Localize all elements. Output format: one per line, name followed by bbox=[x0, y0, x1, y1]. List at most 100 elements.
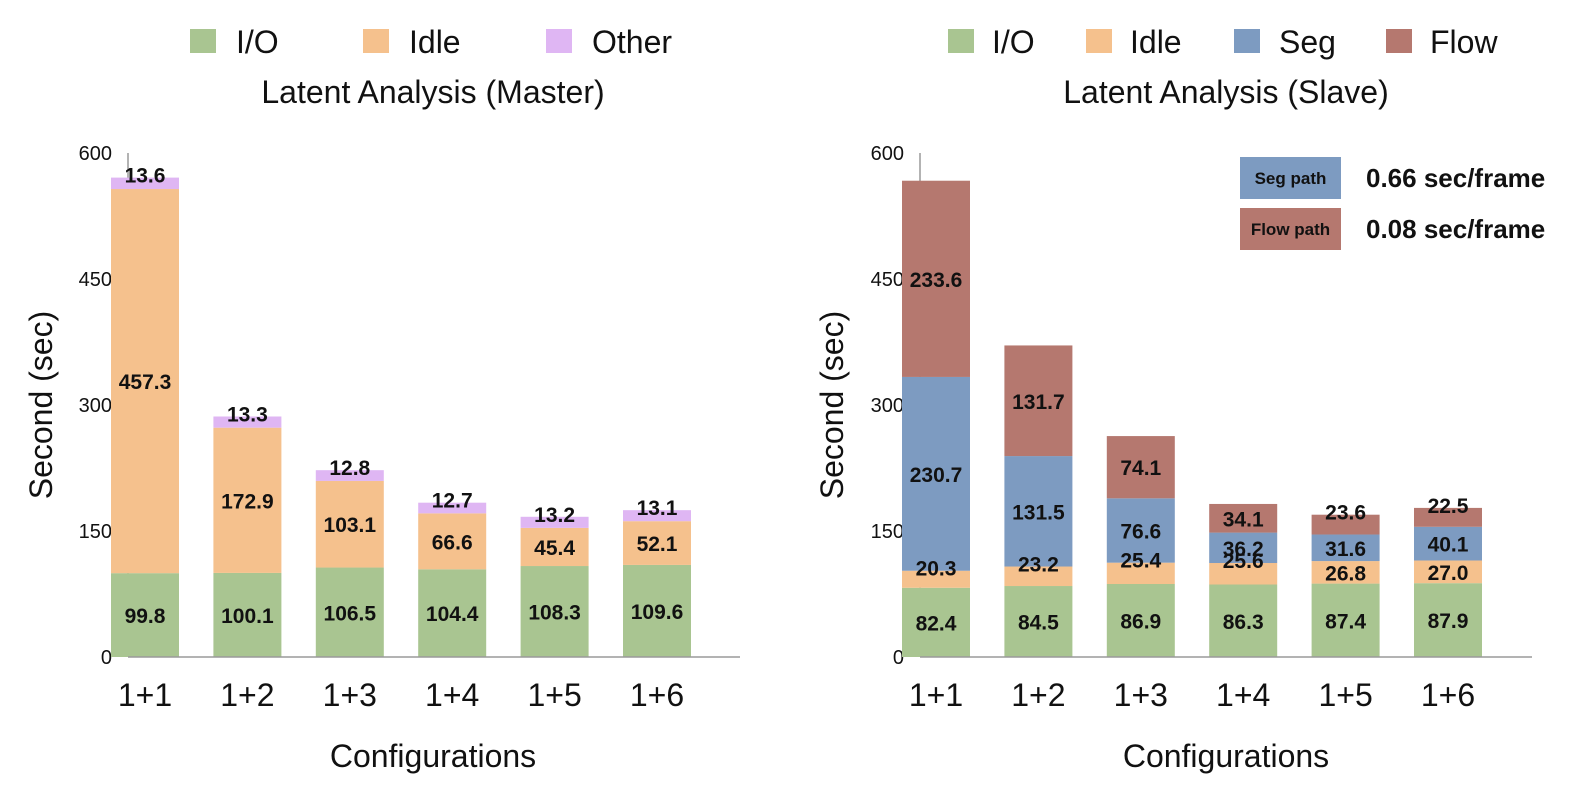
data-label: 131.5 bbox=[1012, 501, 1065, 524]
legend-swatch-idle bbox=[363, 29, 389, 53]
legend: I/O Idle Other bbox=[190, 24, 672, 60]
bar-segment-io bbox=[418, 569, 487, 657]
x-tick-label: 1+5 bbox=[527, 677, 581, 713]
bar-segment-idle bbox=[213, 427, 282, 573]
bar-segment-idle bbox=[1106, 562, 1175, 585]
data-label: 27.0 bbox=[1428, 562, 1469, 585]
data-label: 13.2 bbox=[534, 504, 575, 527]
bar-segment-seg bbox=[1106, 498, 1175, 563]
data-label: 23.6 bbox=[1325, 502, 1366, 525]
x-tick-label: 1+2 bbox=[220, 677, 274, 713]
legend: I/O Idle Seg Flow bbox=[948, 24, 1498, 60]
y-tick-label: 450 bbox=[79, 269, 112, 291]
data-label: 13.6 bbox=[125, 165, 166, 188]
bar-segment-io bbox=[520, 566, 589, 657]
data-label: 131.7 bbox=[1012, 391, 1065, 414]
y-tick-label: 300 bbox=[79, 395, 112, 417]
y-tick-label: 600 bbox=[79, 143, 112, 165]
legend-label: Seg bbox=[1279, 24, 1336, 60]
annotation-value: 0.08 sec/frame bbox=[1366, 214, 1545, 244]
annotation-label: Seg path bbox=[1255, 169, 1327, 188]
data-label: 457.3 bbox=[119, 371, 172, 394]
bar-segment-idle bbox=[902, 570, 970, 588]
bar-segment-idle bbox=[418, 513, 487, 570]
legend-label: Idle bbox=[409, 24, 461, 60]
y-tick-label: 600 bbox=[871, 143, 904, 165]
legend-label: Flow bbox=[1430, 24, 1498, 60]
data-label: 109.6 bbox=[631, 601, 684, 624]
bar-segment-io bbox=[1106, 584, 1175, 657]
data-label: 34.1 bbox=[1223, 508, 1264, 531]
path-annotations: Seg path 0.66 sec/frame Flow path 0.08 sec/… bbox=[1240, 157, 1545, 250]
data-label: 84.5 bbox=[1018, 612, 1059, 635]
data-label: 12.8 bbox=[329, 457, 370, 480]
legend-swatch-idle bbox=[1086, 29, 1112, 53]
bar-segment-io bbox=[213, 572, 282, 657]
bar-segment-idle bbox=[1004, 566, 1073, 587]
data-label: 76.6 bbox=[1120, 520, 1161, 543]
data-label: 13.3 bbox=[227, 404, 268, 427]
y-axis-label: Second (sec) bbox=[814, 311, 850, 500]
bar-segment-idle bbox=[111, 189, 179, 574]
x-tick-label: 1+4 bbox=[425, 677, 479, 713]
chart-title: Latent Analysis (Master) bbox=[261, 74, 604, 110]
bar-segment-idle bbox=[315, 480, 384, 568]
legend-swatch-other bbox=[546, 29, 572, 53]
bar-segment-idle bbox=[1209, 563, 1278, 585]
x-tick-label: 1+6 bbox=[630, 677, 684, 713]
legend-label: I/O bbox=[236, 24, 279, 60]
bar-segment-seg bbox=[1311, 534, 1380, 562]
bar-segment-flow bbox=[1209, 503, 1278, 533]
bar-segment-seg bbox=[1004, 456, 1073, 567]
legend-swatch-seg bbox=[1234, 29, 1260, 53]
bar-segment-seg bbox=[1209, 532, 1278, 564]
bar-segment-idle bbox=[623, 521, 691, 565]
bar-segment-io bbox=[315, 567, 384, 657]
y-tick-label: 0 bbox=[101, 647, 112, 669]
data-label: 99.8 bbox=[125, 605, 166, 628]
data-label: 26.8 bbox=[1325, 562, 1366, 585]
bar-segment-io bbox=[111, 573, 179, 657]
data-label: 104.4 bbox=[426, 603, 479, 626]
y-tick-label: 450 bbox=[871, 269, 904, 291]
bar-segment-io bbox=[1311, 583, 1380, 657]
data-label: 172.9 bbox=[221, 490, 274, 513]
bar-segment-io bbox=[1209, 584, 1278, 657]
data-label: 13.1 bbox=[637, 497, 678, 520]
x-tick-label: 1+3 bbox=[1114, 677, 1168, 713]
bar-segment-other bbox=[623, 510, 691, 522]
data-label: 230.7 bbox=[910, 464, 963, 487]
legend-label: I/O bbox=[992, 24, 1035, 60]
bar-segment-other bbox=[111, 177, 179, 190]
data-label: 20.3 bbox=[916, 558, 957, 581]
data-label: 22.5 bbox=[1428, 495, 1469, 518]
legend-label: Idle bbox=[1130, 24, 1182, 60]
data-label: 106.5 bbox=[324, 602, 377, 625]
bar-segment-io bbox=[1004, 586, 1073, 657]
x-axis-label: Configurations bbox=[1123, 738, 1329, 774]
data-label: 86.3 bbox=[1223, 611, 1264, 634]
chart-title: Latent Analysis (Slave) bbox=[1063, 74, 1389, 110]
data-label: 86.9 bbox=[1120, 611, 1161, 634]
legend-swatch-io bbox=[190, 29, 216, 53]
bar-segment-other bbox=[213, 416, 282, 428]
data-label: 36.2 bbox=[1223, 538, 1264, 561]
bar-segment-io bbox=[623, 564, 691, 657]
y-tick-label: 300 bbox=[871, 395, 904, 417]
annotation-value: 0.66 sec/frame bbox=[1366, 163, 1545, 193]
data-label: 233.6 bbox=[910, 269, 963, 292]
legend-swatch-io bbox=[948, 29, 974, 53]
data-label: 66.6 bbox=[432, 531, 473, 554]
bar-segment-flow bbox=[1004, 345, 1073, 457]
data-label: 87.4 bbox=[1325, 610, 1366, 633]
bar-segment-io bbox=[1414, 583, 1482, 657]
data-label: 12.7 bbox=[432, 490, 473, 513]
data-label: 82.4 bbox=[916, 612, 957, 635]
data-label: 31.6 bbox=[1325, 538, 1366, 561]
data-label: 103.1 bbox=[324, 514, 377, 537]
y-tick-label: 150 bbox=[871, 521, 904, 543]
bar-segment-flow bbox=[1311, 514, 1380, 535]
bar-segment-other bbox=[520, 516, 589, 528]
bar-segment-io bbox=[902, 587, 970, 657]
